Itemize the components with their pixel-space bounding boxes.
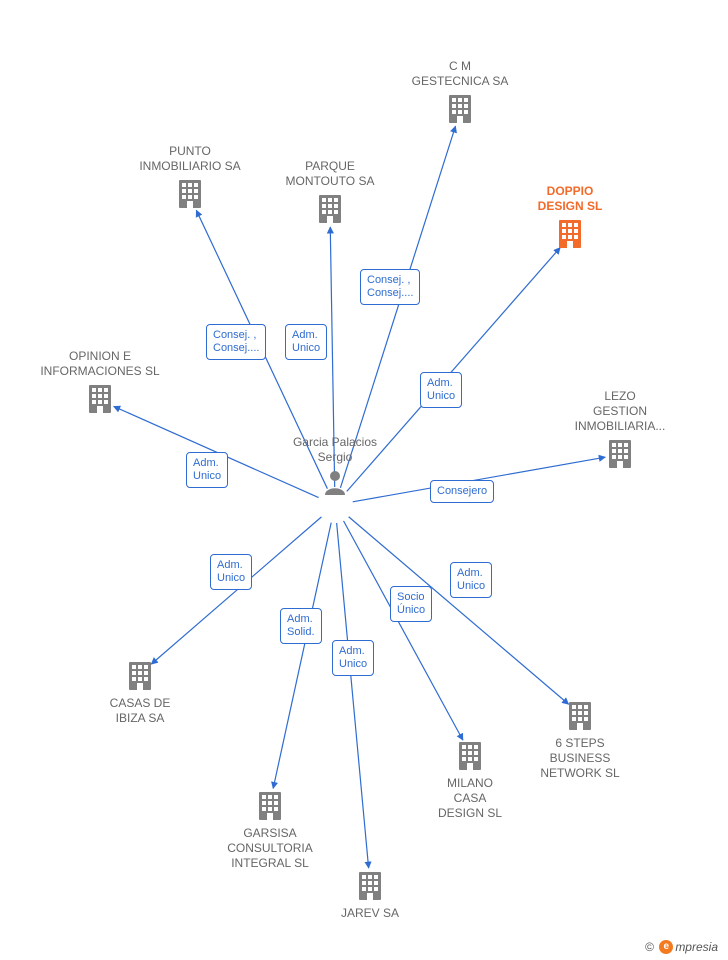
edge-label: Consejero — [430, 480, 494, 503]
center-node: Garcia Palacios Sergio — [285, 435, 385, 495]
company-label: PUNTO INMOBILIARIO SA — [110, 144, 270, 174]
company-node: C M GESTECNICA SA — [380, 59, 540, 125]
building-icon — [317, 193, 343, 225]
company-node: PUNTO INMOBILIARIO SA — [110, 144, 270, 210]
brand-text: mpresia — [675, 940, 718, 954]
edge-line — [273, 523, 331, 789]
company-label: DOPPIO DESIGN SL — [490, 184, 650, 214]
building-icon — [457, 740, 483, 772]
edge-label: Adm. Unico — [285, 324, 327, 360]
building-icon — [567, 700, 593, 732]
company-node: 6 STEPS BUSINESS NETWORK SL — [500, 700, 660, 781]
edge-line — [344, 521, 463, 740]
building-icon — [87, 383, 113, 415]
building-icon — [257, 790, 283, 822]
company-label: 6 STEPS BUSINESS NETWORK SL — [500, 736, 660, 781]
company-node: DOPPIO DESIGN SL — [490, 184, 650, 250]
brand-e-icon: e — [659, 940, 673, 954]
building-icon — [607, 438, 633, 470]
edge-label: Consej. , Consej.... — [206, 324, 266, 360]
company-node: PARQUE MONTOUTO SA — [250, 159, 410, 225]
company-label: OPINION E INFORMACIONES SL — [20, 349, 180, 379]
diagram-canvas: Garcia Palacios Sergio C M GESTECNICA SA… — [0, 0, 728, 960]
company-label: PARQUE MONTOUTO SA — [250, 159, 410, 189]
building-icon — [127, 660, 153, 692]
company-node: CASAS DE IBIZA SA — [60, 660, 220, 726]
edge-line — [349, 517, 569, 705]
edge-label: Adm. Unico — [210, 554, 252, 590]
person-icon — [323, 469, 347, 495]
building-icon — [177, 178, 203, 210]
company-node: GARSISA CONSULTORIA INTEGRAL SL — [190, 790, 350, 871]
company-label: C M GESTECNICA SA — [380, 59, 540, 89]
edge-label: Adm. Unico — [186, 452, 228, 488]
center-label: Garcia Palacios Sergio — [285, 435, 385, 465]
edge-label: Adm. Solid. — [280, 608, 322, 644]
company-label: JAREV SA — [290, 906, 450, 921]
company-node: LEZO GESTION INMOBILIARIA... — [540, 389, 700, 470]
copyright-symbol: © — [645, 940, 654, 954]
building-icon — [357, 870, 383, 902]
edge-label: Socio Único — [390, 586, 432, 622]
building-icon — [557, 218, 583, 250]
company-node: OPINION E INFORMACIONES SL — [20, 349, 180, 415]
building-icon — [447, 93, 473, 125]
edge-label: Adm. Unico — [332, 640, 374, 676]
edge-label: Adm. Unico — [450, 562, 492, 598]
company-node: JAREV SA — [290, 870, 450, 921]
company-label: LEZO GESTION INMOBILIARIA... — [540, 389, 700, 434]
edge-label: Adm. Unico — [420, 372, 462, 408]
footer: © empresia — [645, 940, 718, 954]
company-label: GARSISA CONSULTORIA INTEGRAL SL — [190, 826, 350, 871]
company-label: CASAS DE IBIZA SA — [60, 696, 220, 726]
edge-label: Consej. , Consej.... — [360, 269, 420, 305]
company-label: MILANO CASA DESIGN SL — [390, 776, 550, 821]
